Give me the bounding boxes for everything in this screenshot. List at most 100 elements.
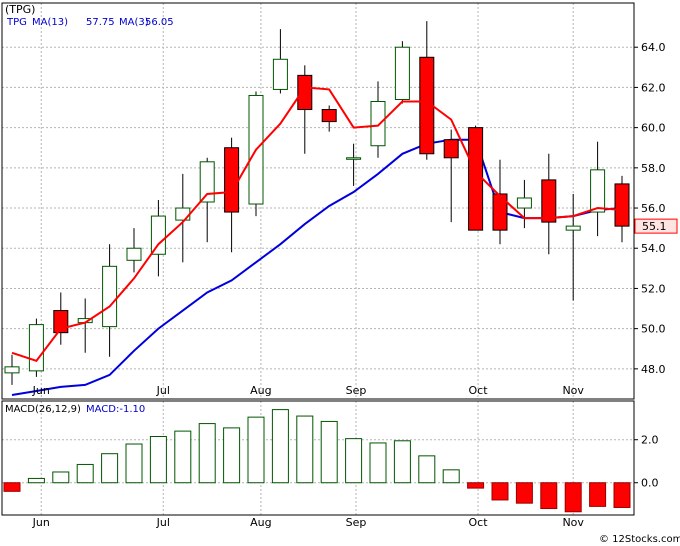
macd-bar-negative xyxy=(3,482,21,492)
price-x-axis: Jun Jul Aug Sep Oct Nov xyxy=(32,384,585,397)
price-y-tick-label: 62.0 xyxy=(641,81,666,94)
macd-bar-negative xyxy=(467,482,485,489)
price-gridlines xyxy=(2,3,634,399)
candle-body xyxy=(126,247,142,261)
price-y-tick-label: 58.0 xyxy=(641,162,666,175)
macd-bar-positive xyxy=(271,409,289,484)
candles-layer xyxy=(4,21,630,385)
ma13-line-layer xyxy=(11,138,623,396)
macd-bar-positive xyxy=(345,438,363,484)
candle-up xyxy=(565,193,581,301)
price-y-tick-label: 48.0 xyxy=(641,363,666,376)
macd-bar-negative xyxy=(613,482,631,508)
candle-body xyxy=(614,183,630,227)
candle-body xyxy=(175,207,191,221)
macd-bar-positive xyxy=(52,471,70,484)
price-y-axis: 48.0 50.0 52.0 54.0 56.0 58.0 60.0 62.0 64.0 xyxy=(634,41,666,376)
candle-up xyxy=(346,143,362,186)
candle-up xyxy=(77,298,93,353)
macd-x-tick-label: Oct xyxy=(469,516,489,529)
macd-label: MACD(26,12,9) xyxy=(5,404,81,415)
candle-down xyxy=(53,292,69,345)
price-y-tick-label: 64.0 xyxy=(641,41,666,54)
candle-down xyxy=(541,153,557,255)
macd-x-tick-label: Sep xyxy=(346,516,367,529)
candle-up xyxy=(175,173,191,263)
candle-up xyxy=(199,157,215,243)
candle-body xyxy=(492,193,508,231)
last-price-marker: 55.1 xyxy=(634,218,678,234)
price-x-tick-label: Nov xyxy=(562,384,584,397)
candle-up xyxy=(4,354,20,385)
candle-body xyxy=(541,179,557,223)
ma13-line xyxy=(11,138,623,396)
candle-down xyxy=(224,137,240,253)
price-x-tick-label: Sep xyxy=(346,384,367,397)
macd-x-tick-label: Aug xyxy=(250,516,271,529)
candle-body xyxy=(150,215,166,255)
ma3-line-layer xyxy=(11,86,623,362)
macd-bar-negative xyxy=(564,482,582,513)
price-legend: TPG MA(13) 57.75 MA(3) 56.05 xyxy=(6,17,174,28)
price-y-tick-label: 52.0 xyxy=(641,282,666,295)
macd-bar-positive xyxy=(296,415,314,484)
legend-symbol: TPG xyxy=(6,17,27,28)
candle-body xyxy=(4,366,20,374)
chart-title: (TPG) xyxy=(5,3,35,16)
candle-body xyxy=(297,74,313,111)
candle-body xyxy=(443,139,459,159)
macd-bar-positive xyxy=(369,442,387,484)
last-price-box xyxy=(634,218,678,234)
price-x-tick-label: Aug xyxy=(250,384,271,397)
macd-x-tick-label: Jul xyxy=(156,516,170,529)
price-y-tick-label: 56.0 xyxy=(641,202,666,215)
macd-bar-negative xyxy=(589,482,607,507)
candle-body xyxy=(224,147,240,213)
price-y-tick-label: 60.0 xyxy=(641,122,666,135)
candle-body xyxy=(370,100,386,147)
macd-y-axis: 2.0 0.0 xyxy=(634,434,659,490)
price-x-tick-label: Oct xyxy=(469,384,489,397)
price-frame xyxy=(1,2,635,400)
macd-panel: 2.00.0 Jun Jul Aug Sep Oct Nov MACD(26,12,9) … xyxy=(1,400,659,529)
watermark: © 12Stocks.com xyxy=(599,534,680,545)
price-x-tick-label: Jul xyxy=(156,384,170,397)
price-panel: 48.0 50.0 52.0 54.0 56.0 58.0 60.0 62.0 64.0 Jun… xyxy=(1,2,678,400)
candle-down xyxy=(492,159,508,245)
ma3-line xyxy=(11,86,623,362)
candle-body xyxy=(102,265,118,328)
price-y-tick-label: 50.0 xyxy=(641,323,666,336)
legend-ma3-label: MA(3) xyxy=(119,17,149,28)
candle-body xyxy=(346,157,362,160)
macd-bar-positive xyxy=(149,435,167,484)
candle-body xyxy=(565,225,581,231)
candle-body xyxy=(199,161,215,203)
macd-bar-positive xyxy=(125,443,143,484)
macd-bar-positive xyxy=(198,423,216,484)
candle-down xyxy=(443,129,459,223)
macd-bars-layer xyxy=(3,409,631,513)
candle-up xyxy=(28,318,44,377)
candle-up xyxy=(590,141,606,237)
candle-body xyxy=(321,109,337,123)
macd-bar-positive xyxy=(442,469,460,484)
candle-body xyxy=(394,46,410,100)
macd-bar-positive xyxy=(247,416,265,484)
macd-bar-positive xyxy=(320,420,338,484)
price-x-tick-label: Jun xyxy=(32,384,50,397)
macd-x-tick-label: Nov xyxy=(562,516,584,529)
legend-ma13-label: MA(13) xyxy=(32,17,68,28)
macd-bar-positive xyxy=(174,430,192,484)
macd-gridlines xyxy=(2,401,634,515)
macd-x-tick-label: Jun xyxy=(32,516,50,529)
legend-ma3-value: 56.05 xyxy=(145,17,174,28)
candle-up xyxy=(394,41,410,104)
candle-up xyxy=(150,199,166,277)
macd-frame xyxy=(1,400,635,516)
candle-up xyxy=(272,29,288,94)
candle-down xyxy=(321,105,337,132)
macd-bar-positive xyxy=(101,453,119,484)
candle-up xyxy=(370,81,386,158)
